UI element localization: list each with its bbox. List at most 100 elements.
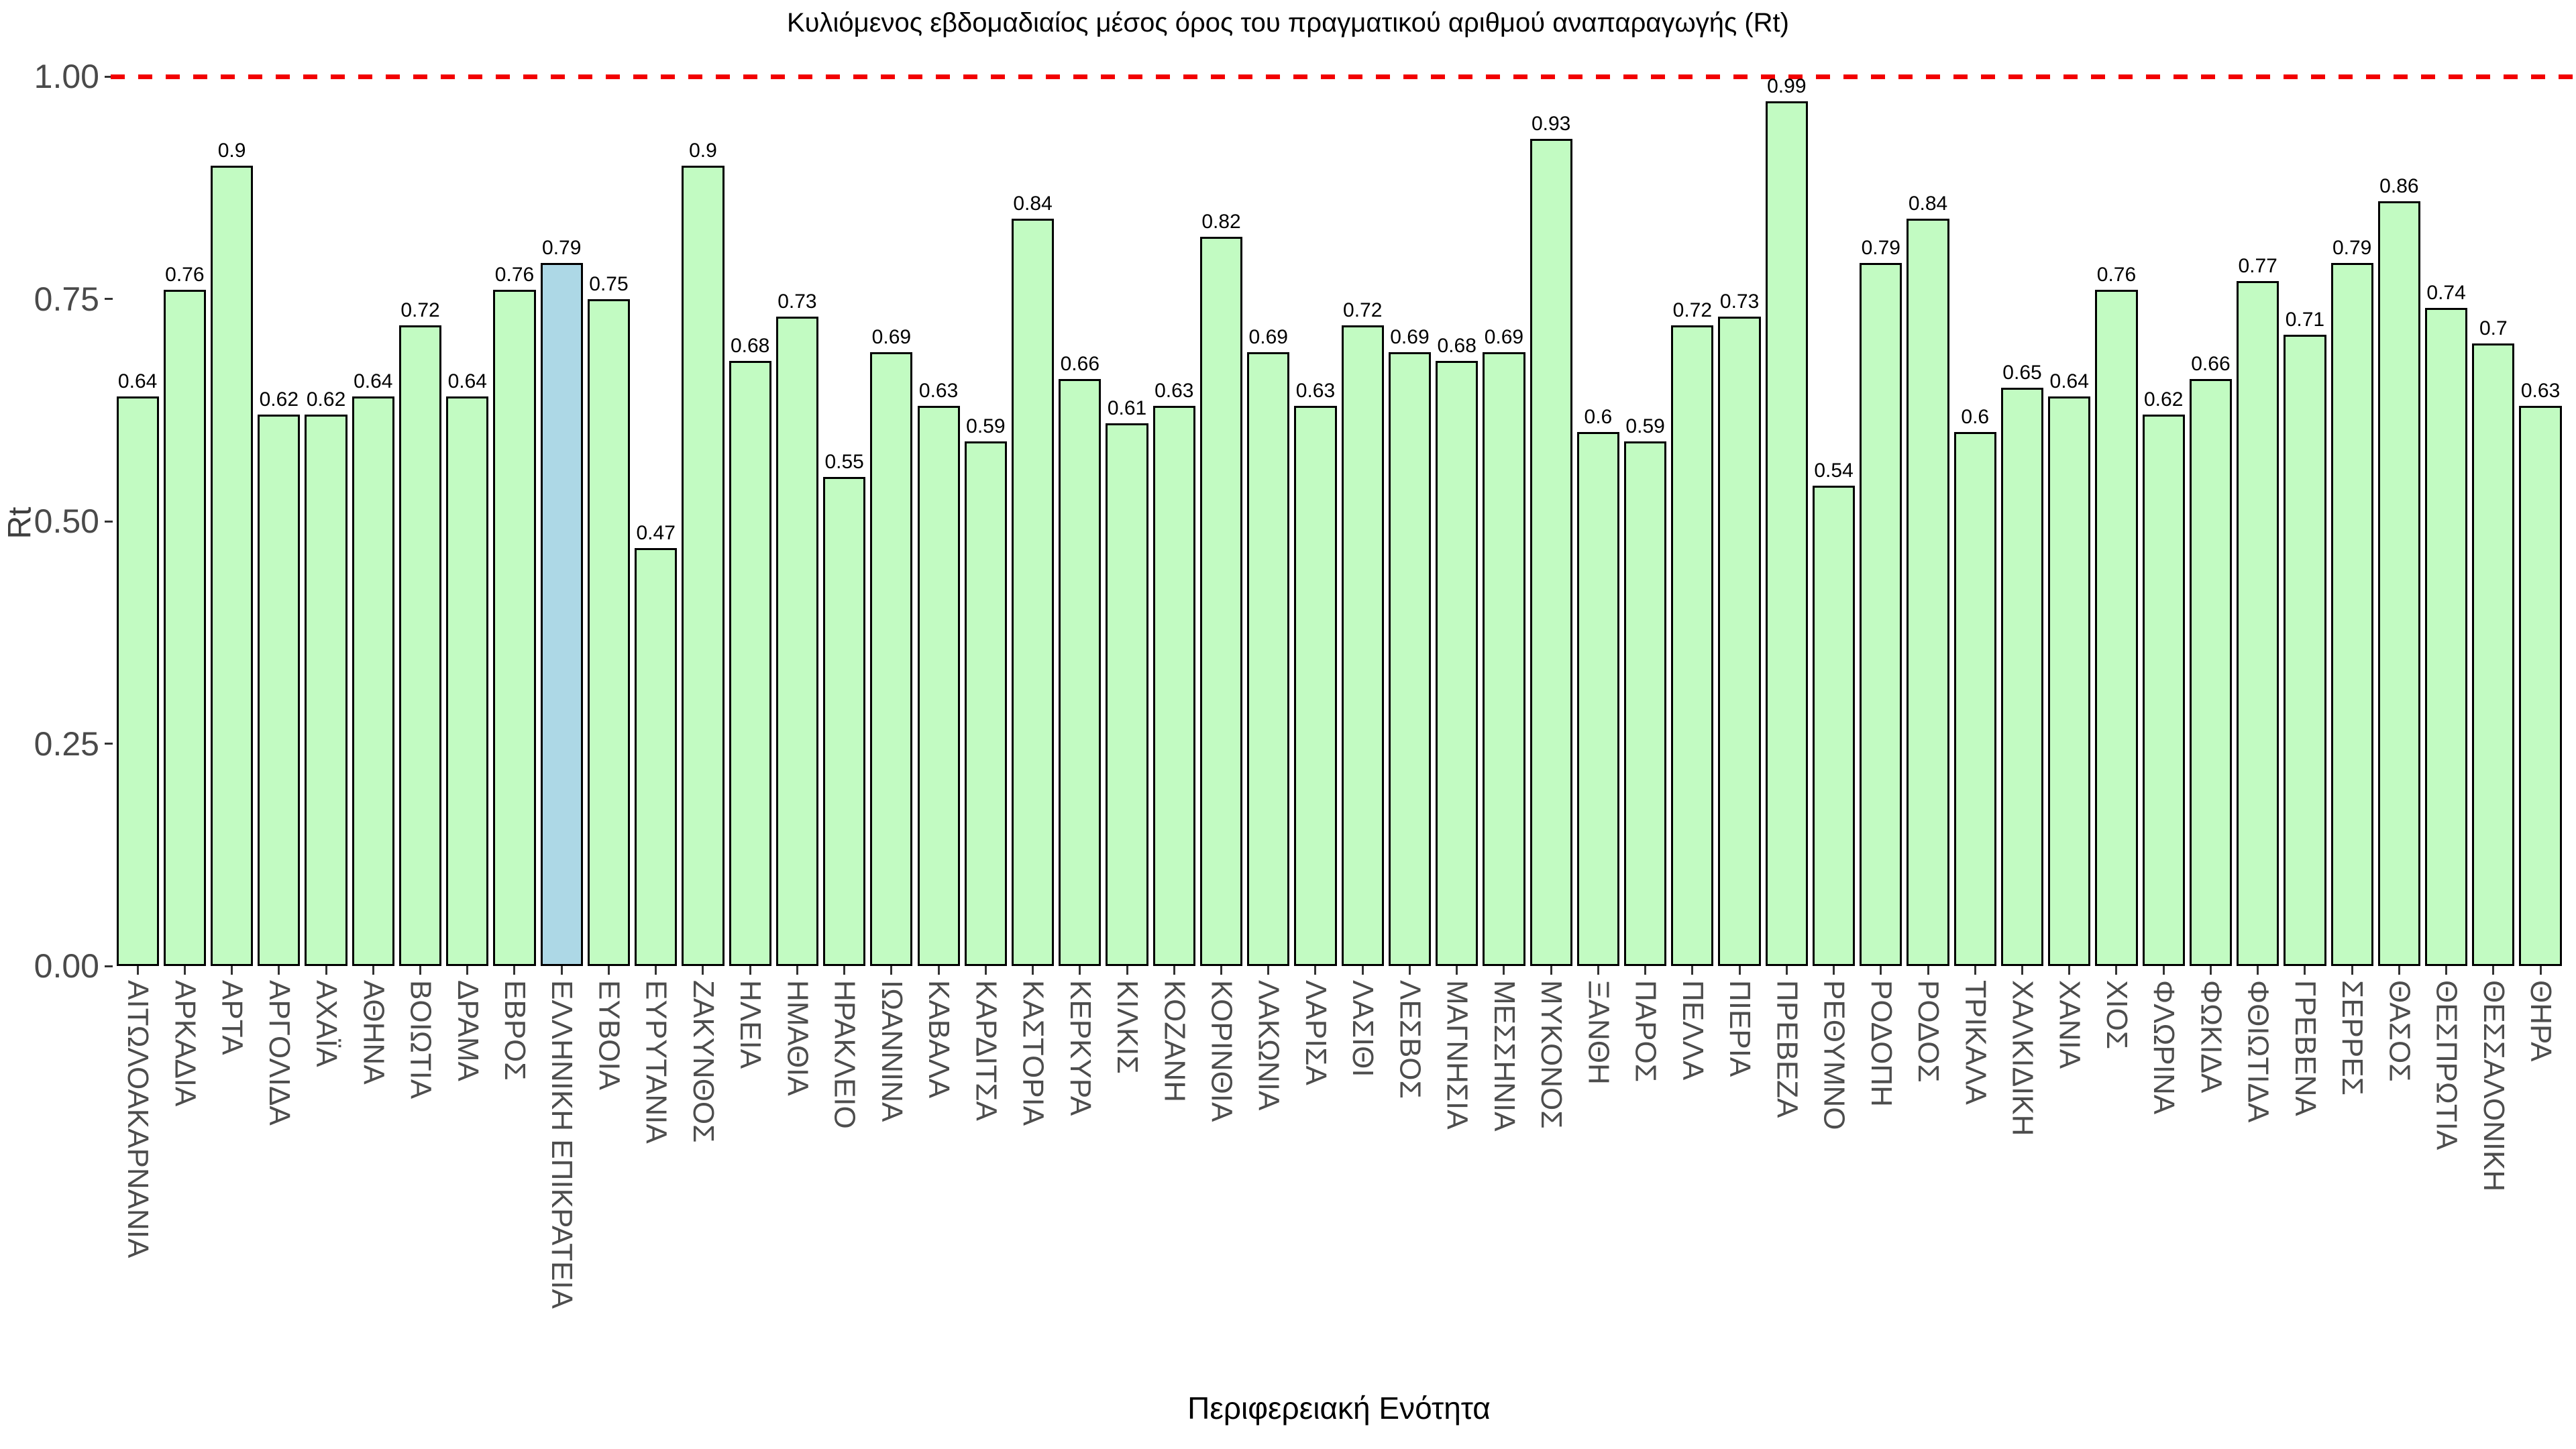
- bar-value-label: 0.73: [777, 290, 817, 313]
- bar: [258, 414, 301, 966]
- x-tick-label: ΑΡΚΑΔΙΑ: [168, 980, 202, 1107]
- x-tick: ΜΑΓΝΗΣΙΑ: [1434, 966, 1481, 1130]
- bar-value-label: 0.76: [2096, 264, 2137, 286]
- bar: [1860, 263, 1902, 966]
- x-tick-label: ΦΩΚΙΔΑ: [2194, 980, 2228, 1093]
- y-tick-mark: [105, 743, 113, 745]
- bar: [2095, 290, 2138, 966]
- x-tick-label: ΕΥΒΟΙΑ: [592, 980, 626, 1090]
- bar-value-label: 0.62: [306, 388, 346, 411]
- bar: [210, 165, 254, 966]
- x-tick-mark: [560, 966, 563, 975]
- bar: [2142, 414, 2185, 966]
- x-tick: ΗΜΑΘΙΑ: [773, 966, 820, 1096]
- x-tick: ΙΩΑΝΝΙΝΑ: [868, 966, 915, 1122]
- chart-title: Κυλιόμενος εβδομαδιαίος μέσος όρος του π…: [786, 8, 1789, 38]
- bar-slot: 0.79: [1858, 76, 1904, 966]
- x-tick-mark: [325, 966, 327, 975]
- bar-slot: 0.68: [727, 76, 773, 966]
- bar-slot: 0.62: [2140, 76, 2187, 966]
- bar-slot: 0.62: [256, 76, 303, 966]
- bar-value-label: 0.93: [1531, 112, 1571, 135]
- x-tick: ΘΕΣΣΑΛΟΝΙΚΗ: [2470, 966, 2517, 1191]
- bar-slot: 0.61: [1104, 76, 1150, 966]
- bar: [635, 547, 678, 966]
- bar-value-label: 0.63: [1295, 379, 1336, 402]
- x-tick: ΕΛΛΗΝΙΚΗ ΕΠΙΚΡΑΤΕΙΑ: [538, 966, 585, 1309]
- x-tick-mark: [1644, 966, 1647, 975]
- bar: [398, 325, 442, 966]
- bar: [1106, 423, 1148, 966]
- x-tick: ΡΕΘΥΜΝΟ: [1810, 966, 1857, 1130]
- x-tick-mark: [183, 966, 186, 975]
- bar: [1436, 361, 1479, 966]
- bar-value-label: 0.82: [1201, 210, 1241, 233]
- bar-value-label: 0.66: [1060, 352, 1099, 375]
- bar: [1812, 485, 1856, 966]
- x-tick: ΡΟΔΟΠΗ: [1858, 966, 1904, 1107]
- bar-value-label: 0.63: [1155, 379, 1194, 402]
- x-tick: ΧΑΛΚΙΔΙΚΗ: [1998, 966, 2045, 1136]
- x-tick: ΚΟΖΑΝΗ: [1150, 966, 1197, 1102]
- x-tick: ΑΘΗΝΑ: [350, 966, 396, 1085]
- bar-slot: 0.77: [2235, 76, 2282, 966]
- x-tick-label: ΚΑΒΑΛΑ: [922, 980, 956, 1099]
- x-tick: ΛΑΡΙΣΑ: [1292, 966, 1339, 1085]
- bar: [1199, 236, 1243, 966]
- x-tick-mark: [2351, 966, 2353, 975]
- x-tick: ΕΥΒΟΙΑ: [585, 966, 632, 1090]
- x-tick-label: ΜΑΓΝΗΣΙΑ: [1440, 980, 1474, 1130]
- x-tick-label: ΛΑΡΙΣΑ: [1299, 980, 1332, 1085]
- x-tick: ΣΕΡΡΕΣ: [2328, 966, 2375, 1095]
- x-axis-title: Περιφερειακή Ενότητα: [1187, 1391, 1491, 1426]
- x-tick-label: ΚΑΣΤΟΡΙΑ: [1016, 980, 1050, 1126]
- bar-slot: 0.6: [1574, 76, 1621, 966]
- bar: [964, 441, 1007, 966]
- bar: [2237, 280, 2279, 966]
- bar-slot: 0.69: [868, 76, 915, 966]
- x-tick-mark: [2539, 966, 2542, 975]
- x-tick: ΑΡΤΑ: [208, 966, 255, 1055]
- bar-value-label: 0.64: [117, 370, 158, 393]
- x-tick: ΠΑΡΟΣ: [1622, 966, 1669, 1082]
- x-tick: ΠΡΕΒΕΖΑ: [1763, 966, 1810, 1118]
- bar-value-label: 0.69: [1484, 326, 1524, 349]
- x-tick-label: ΙΩΑΝΝΙΝΑ: [875, 980, 908, 1122]
- y-tick-label: 0.25: [34, 724, 99, 763]
- bar-slot: 0.76: [491, 76, 538, 966]
- x-tick: ΓΡΕΒΕΝΑ: [2282, 966, 2328, 1116]
- bar: [917, 405, 960, 966]
- x-tick-label: ΑΡΓΟΛΙΔΑ: [262, 980, 296, 1126]
- x-tick-label: ΒΟΙΩΤΙΑ: [404, 980, 437, 1099]
- x-tick-mark: [466, 966, 469, 975]
- bar-value-label: 0.6: [1961, 406, 1990, 429]
- x-tick-label: ΛΑΣΙΘΙ: [1346, 980, 1380, 1077]
- bar-value-label: 0.76: [165, 264, 205, 286]
- bar: [2425, 307, 2468, 966]
- y-tick-label: 0.00: [34, 947, 99, 985]
- x-tick-mark: [1691, 966, 1694, 975]
- bar-slot: 0.64: [350, 76, 396, 966]
- bar-slot: 0.9: [208, 76, 255, 966]
- x-tick-mark: [1880, 966, 1882, 975]
- x-tick-label: ΣΕΡΡΕΣ: [2336, 980, 2369, 1095]
- x-tick: ΔΡΑΜΑ: [444, 966, 491, 1081]
- x-tick: ΒΟΙΩΤΙΑ: [396, 966, 443, 1099]
- x-tick-label: ΡΟΔΟΣ: [1912, 980, 1945, 1083]
- bar-slot: 0.66: [2187, 76, 2234, 966]
- bar-value-label: 0.63: [918, 379, 959, 402]
- x-tick-mark: [1032, 966, 1034, 975]
- x-tick-mark: [1314, 966, 1317, 975]
- bar: [1011, 219, 1055, 966]
- x-tick: ΠΙΕΡΙΑ: [1716, 966, 1763, 1077]
- x-tick-label: ΛΑΚΩΝΙΑ: [1252, 980, 1285, 1111]
- x-tick: ΚΕΡΚΥΡΑ: [1057, 966, 1104, 1116]
- bar-slot: 0.84: [1009, 76, 1056, 966]
- bar-value-label: 0.64: [354, 370, 393, 393]
- x-tick: ΑΧΑΪΑ: [303, 966, 350, 1067]
- bar-value-label: 0.9: [689, 139, 717, 162]
- x-tick-mark: [984, 966, 987, 975]
- bar: [1247, 352, 1290, 966]
- x-tick: ΞΑΝΘΗ: [1574, 966, 1621, 1085]
- x-tick-mark: [1361, 966, 1364, 975]
